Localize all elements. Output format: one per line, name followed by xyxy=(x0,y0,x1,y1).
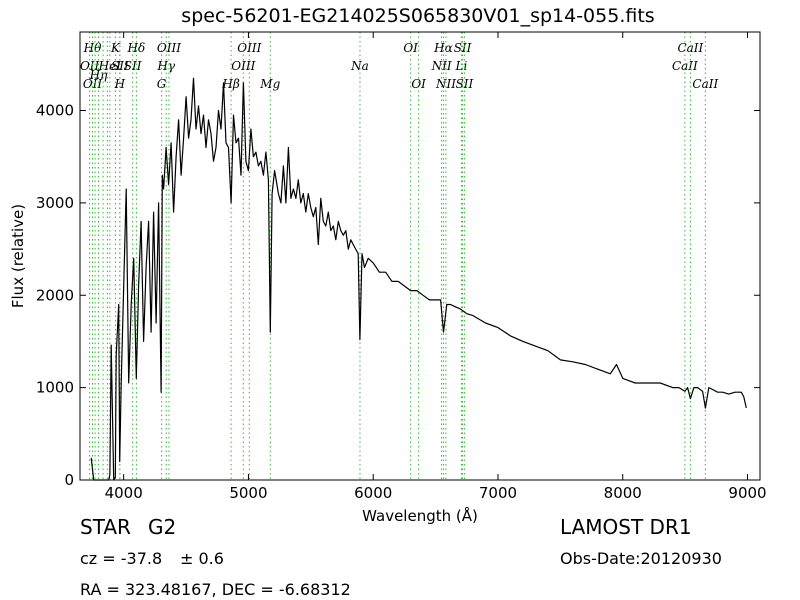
spectral-line-label: OI xyxy=(411,77,426,91)
x-tick-label: 4000 xyxy=(105,484,143,502)
y-tick-label: 4000 xyxy=(36,102,74,120)
y-tick-label: 0 xyxy=(64,471,74,489)
spectral-line-label: CaII xyxy=(692,77,718,91)
spectral-line-label: H xyxy=(114,77,126,91)
spectral-line-label: Hθ xyxy=(83,41,102,55)
spectral-line-label: OIII xyxy=(157,41,181,55)
axis-ticks: 4000 5000 6000 7000 8000 9000 0 1000 2000 3000 400… xyxy=(36,32,767,502)
spectral-line-label: SII xyxy=(456,77,474,91)
spectral-line-label: NII xyxy=(435,77,456,91)
spectral-line-label: OII xyxy=(83,77,103,91)
spectral-line-label: OIII xyxy=(231,59,255,73)
spectral-line-label: Mg xyxy=(259,77,280,91)
obs-date: Obs-Date:20120930 xyxy=(560,549,722,568)
ra-dec: RA = 323.48167, DEC = -6.68312 xyxy=(80,580,351,599)
spectral-line-label: SII xyxy=(454,41,472,55)
y-tick-label: 3000 xyxy=(36,194,74,212)
object-class: STAR xyxy=(80,515,131,539)
plot-frame xyxy=(79,31,761,481)
spectral-line-label: NII xyxy=(431,59,452,73)
y-tick-label: 1000 xyxy=(36,379,74,397)
y-tick-label: 2000 xyxy=(36,286,74,304)
x-tick-label: 7000 xyxy=(479,484,517,502)
spectral-line-label: OIII xyxy=(237,41,261,55)
x-tick-label: 5000 xyxy=(229,484,267,502)
spectral-line-label: OI xyxy=(403,41,418,55)
spectral-line-label: SII xyxy=(124,59,142,73)
x-tick-label: 9000 xyxy=(728,484,766,502)
spectral-line-label: CaII xyxy=(677,41,703,55)
spectral-line-label: SII xyxy=(111,59,129,73)
x-axis-label: Wavelength (Å) xyxy=(362,506,478,525)
x-tick-label: 6000 xyxy=(354,484,392,502)
cz-value: cz = -37.8 xyxy=(80,549,163,568)
spectral-line-label: Hα xyxy=(433,41,453,55)
x-tick-label: 8000 xyxy=(604,484,642,502)
y-axis-label: Flux (relative) xyxy=(9,204,27,308)
cz-error: ± 0.6 xyxy=(180,549,224,568)
survey-name: LAMOST DR1 xyxy=(560,515,692,539)
spectral-line-label: Hβ xyxy=(221,77,239,91)
spectral-line-label: Na xyxy=(350,59,369,73)
spectral-line-label: CaII xyxy=(672,59,698,73)
spectral-line-label: Hγ xyxy=(156,59,175,73)
object-subclass: G2 xyxy=(148,515,177,539)
spectral-line-label: K xyxy=(110,41,121,55)
spectral-line-label: Li xyxy=(455,59,468,73)
spectral-line-markers: OIIHθOIIHηHeIKHSIISIIHδGHγOIIIHβOIIIOIII… xyxy=(80,32,719,480)
spectrum-line xyxy=(90,77,747,481)
spectral-line-label: Hδ xyxy=(127,41,146,55)
chart-title: spec-56201-EG214025S065830V01_sp14-055.f… xyxy=(181,5,654,27)
spectral-line-label: G xyxy=(157,77,167,91)
